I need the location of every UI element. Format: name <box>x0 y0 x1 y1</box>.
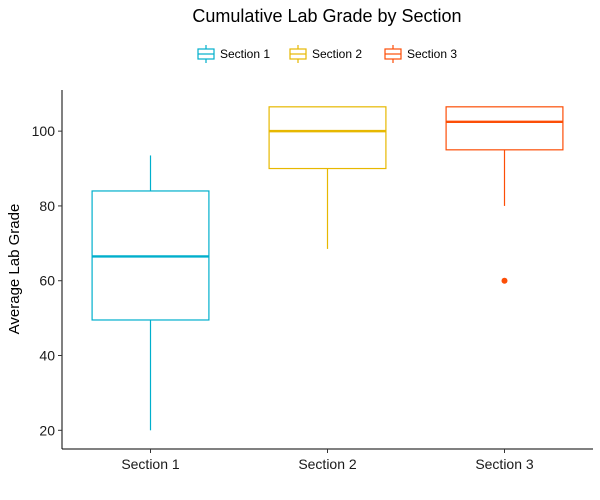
y-tick-label-60: 60 <box>39 273 55 289</box>
legend-item-section-1: Section 1 <box>197 45 270 63</box>
legend-label-section-1: Section 1 <box>220 47 270 61</box>
section-3-outlier-1 <box>501 277 508 284</box>
x-axis-ticks: Section 1 Section 2 Section 3 <box>121 449 534 472</box>
x-tick-label-3: Section 3 <box>475 456 534 472</box>
x-tick-label-1: Section 1 <box>121 456 180 472</box>
legend-item-section-2: Section 2 <box>289 45 362 63</box>
section-3-box <box>445 106 564 284</box>
y-axis-title: Average Lab Grade <box>6 204 23 335</box>
legend-label-section-3: Section 3 <box>407 47 457 61</box>
chart-title: Cumulative Lab Grade by Section <box>192 6 461 26</box>
section-1-box <box>91 155 210 431</box>
y-tick-label-20: 20 <box>39 422 55 438</box>
x-tick-label-2: Section 2 <box>298 456 357 472</box>
plot-area <box>91 106 564 431</box>
legend-label-section-2: Section 2 <box>312 47 362 61</box>
y-tick-label-80: 80 <box>39 198 55 214</box>
y-axis-ticks: 20 40 60 80 100 <box>32 123 62 438</box>
legend-item-section-3: Section 3 <box>384 45 457 63</box>
legend: Section 1 Section 2 Section 3 <box>197 45 457 63</box>
section-3-iqr-box <box>445 106 564 151</box>
y-tick-label-40: 40 <box>39 348 55 364</box>
section-2-iqr-box <box>268 106 387 170</box>
section-2-box <box>268 106 387 249</box>
y-tick-label-100: 100 <box>32 123 56 139</box>
